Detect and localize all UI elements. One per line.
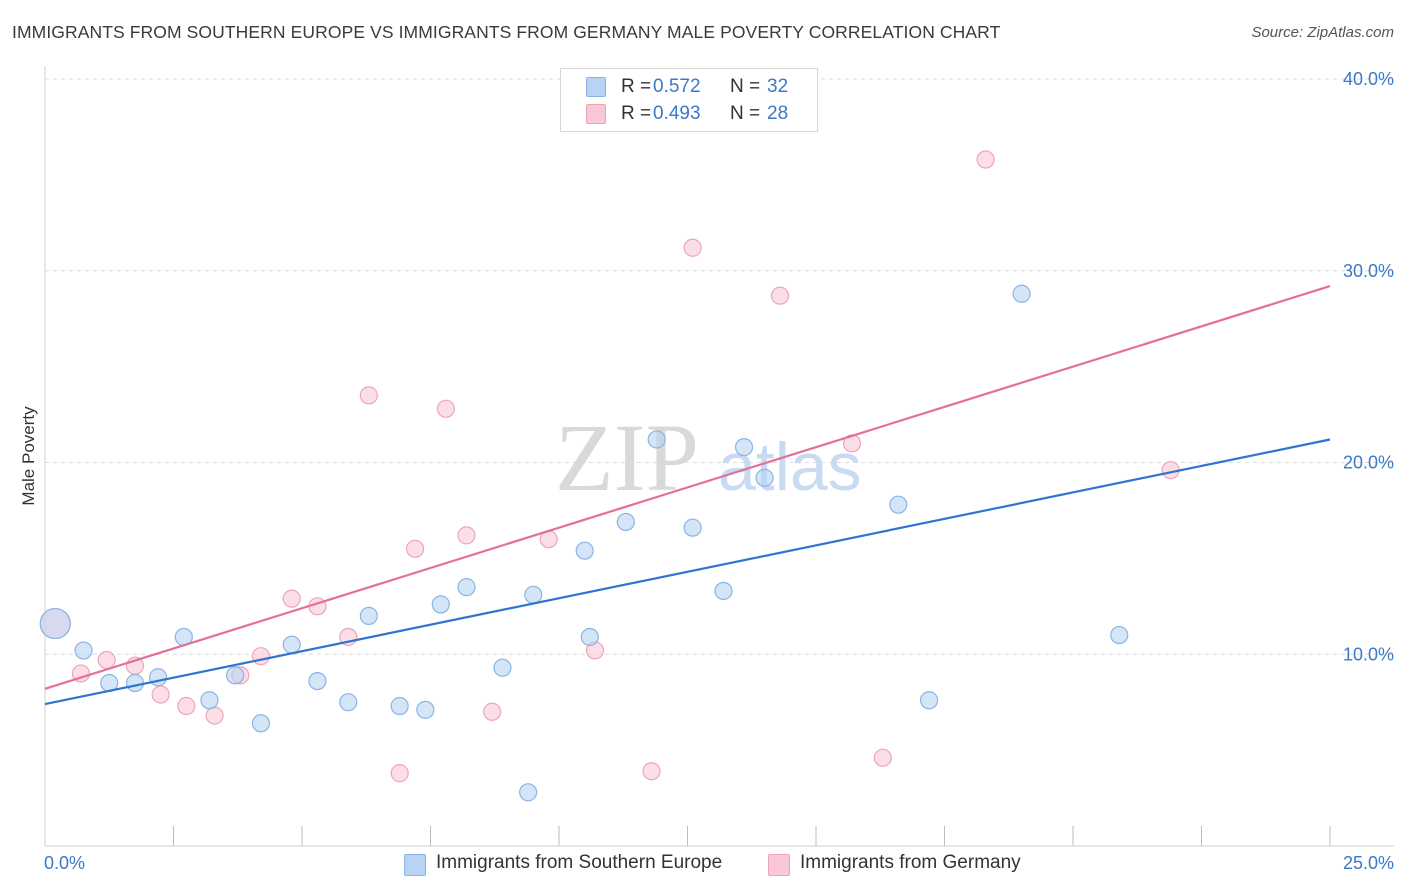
axis-labels: 10.0% 20.0% 30.0% 40.0% 0.0% 25.0% Male Povert… bbox=[19, 69, 1394, 873]
y-tick-label: 40.0% bbox=[1343, 69, 1394, 89]
y-tick-label: 10.0% bbox=[1343, 644, 1394, 664]
legend-swatch-blue bbox=[586, 77, 606, 97]
chart-title: IMMIGRANTS FROM SOUTHERN EUROPE VS IMMIG… bbox=[12, 22, 1001, 42]
bottom-legend-label: Immigrants from Germany bbox=[800, 852, 1021, 873]
data-point bbox=[642, 762, 661, 781]
data-point bbox=[200, 691, 219, 710]
y-tick-label: 30.0% bbox=[1343, 261, 1394, 281]
source-credit: Source: ZipAtlas.com bbox=[1251, 24, 1394, 41]
data-point bbox=[976, 150, 995, 169]
series-southern-europe-points bbox=[39, 284, 1129, 802]
x-tick-label: 25.0% bbox=[1343, 853, 1394, 873]
data-point bbox=[919, 691, 939, 710]
data-point bbox=[416, 700, 435, 719]
data-point bbox=[359, 606, 378, 626]
legend-n-value: 32 bbox=[767, 76, 789, 97]
data-point bbox=[405, 539, 425, 558]
data-point bbox=[457, 526, 476, 545]
data-point bbox=[683, 518, 702, 537]
data-point bbox=[359, 386, 378, 405]
data-point bbox=[151, 685, 170, 704]
bottom-legend-swatch-blue bbox=[404, 854, 426, 876]
data-point bbox=[483, 702, 502, 721]
data-point bbox=[390, 696, 409, 716]
data-point bbox=[205, 706, 224, 725]
trend-line bbox=[44, 438, 1331, 706]
bottom-legend-label: Immigrants from Southern Europe bbox=[436, 852, 723, 873]
bottom-legend-swatch-pink bbox=[768, 854, 790, 876]
data-point bbox=[580, 627, 599, 647]
legend-r-label: R = bbox=[621, 76, 652, 97]
x-tick-label: 0.0% bbox=[44, 853, 85, 873]
data-point bbox=[873, 748, 892, 767]
data-point bbox=[1110, 625, 1129, 645]
data-point bbox=[74, 641, 93, 660]
data-point bbox=[770, 286, 790, 305]
data-point bbox=[436, 399, 456, 418]
data-point bbox=[177, 696, 196, 716]
correlation-legend: R = 0.572 N = 32 R = 0.493 N = 28 bbox=[560, 68, 818, 132]
data-point bbox=[251, 714, 270, 733]
data-point bbox=[148, 668, 168, 687]
data-point bbox=[524, 585, 543, 604]
data-point bbox=[575, 541, 594, 560]
trend-line bbox=[44, 285, 1331, 690]
data-point bbox=[519, 783, 538, 802]
data-point bbox=[734, 438, 754, 457]
data-point bbox=[226, 666, 245, 685]
data-point bbox=[683, 238, 702, 257]
data-point bbox=[390, 764, 409, 783]
watermark-zip: ZIP bbox=[555, 404, 699, 511]
axis-layer bbox=[44, 66, 1394, 847]
legend-r-value: 0.493 bbox=[653, 103, 701, 124]
data-point bbox=[431, 595, 450, 614]
data-point bbox=[251, 647, 270, 666]
legend-r-label: R = bbox=[621, 103, 652, 124]
data-point bbox=[889, 495, 908, 514]
data-point bbox=[339, 693, 358, 712]
data-point bbox=[282, 589, 301, 608]
legend-r-value: 0.572 bbox=[653, 76, 701, 97]
data-point bbox=[647, 430, 666, 449]
data-point bbox=[308, 671, 327, 691]
legend-swatch-pink bbox=[586, 104, 606, 124]
legend-n-label: N = bbox=[730, 76, 761, 97]
data-point bbox=[39, 607, 71, 640]
data-point bbox=[616, 512, 635, 532]
legend-n-value: 28 bbox=[767, 103, 789, 124]
y-axis-label: Male Poverty bbox=[19, 406, 38, 506]
y-tick-label: 20.0% bbox=[1343, 453, 1394, 473]
legend-n-label: N = bbox=[730, 103, 761, 124]
trend-lines bbox=[44, 285, 1331, 706]
data-point bbox=[1012, 284, 1031, 303]
data-point bbox=[755, 468, 774, 487]
data-point bbox=[714, 581, 733, 601]
data-point bbox=[125, 673, 145, 693]
data-point bbox=[282, 635, 301, 654]
data-point bbox=[457, 578, 476, 597]
data-point bbox=[97, 650, 116, 670]
grid-layer bbox=[45, 78, 1394, 655]
data-point bbox=[493, 658, 512, 677]
